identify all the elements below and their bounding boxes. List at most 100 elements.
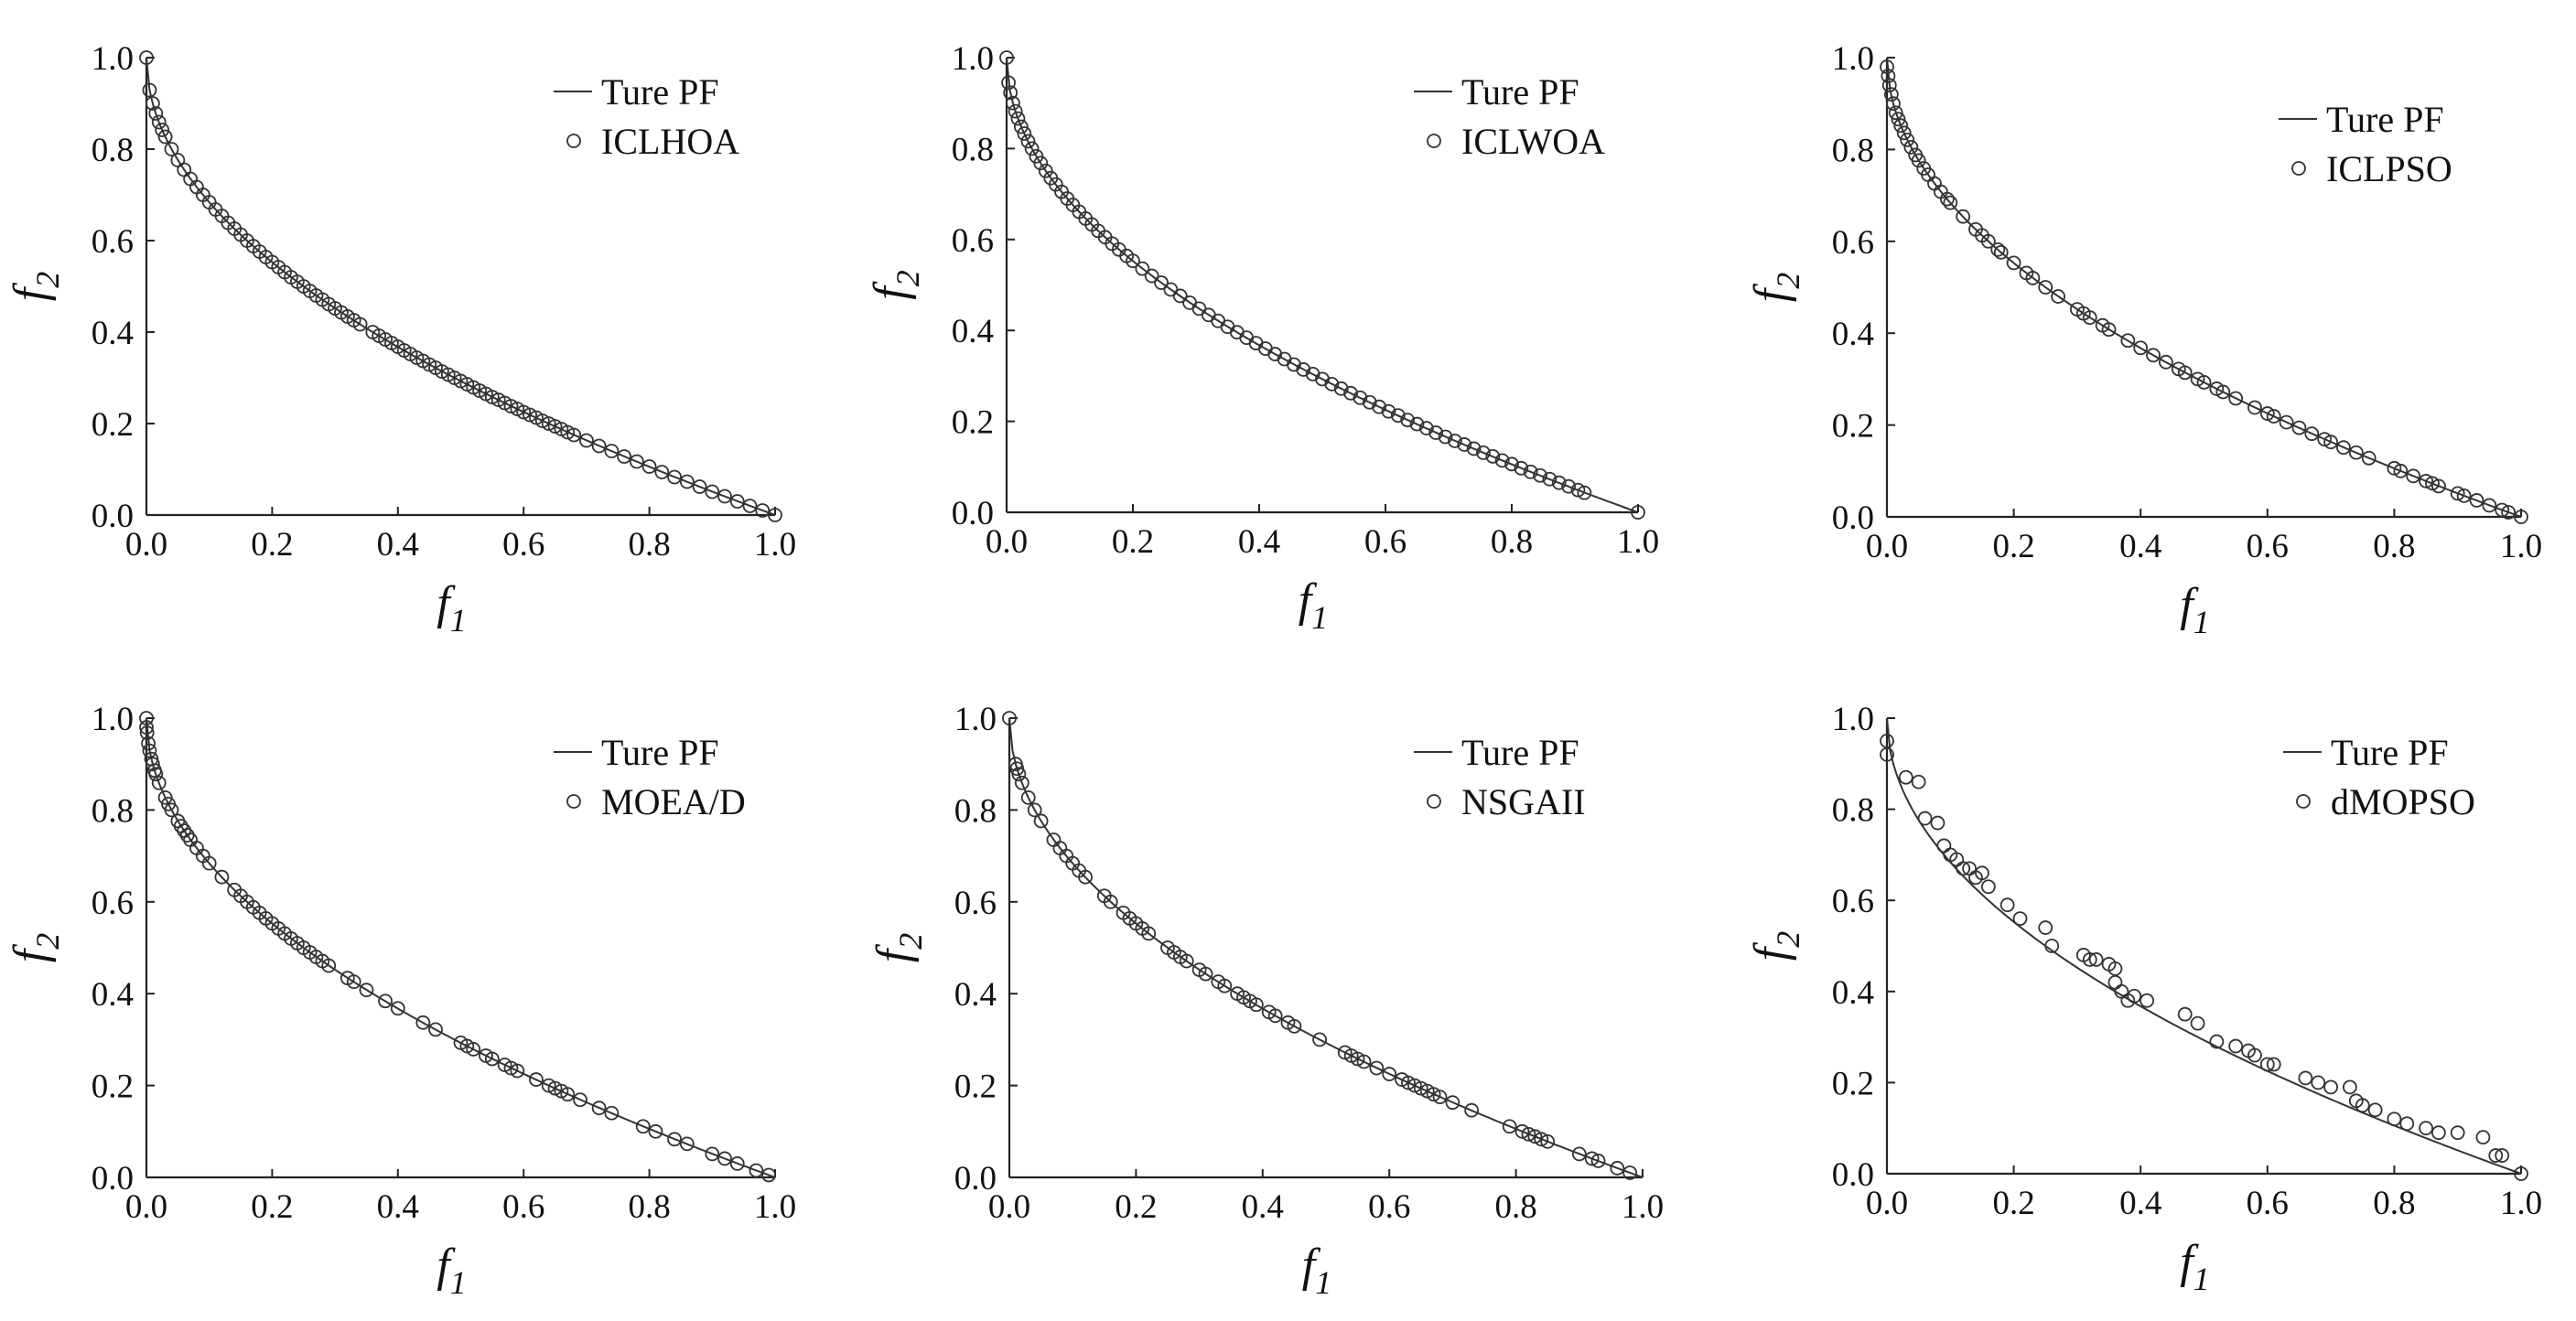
data-point (1590, 1154, 1606, 1168)
data-point (523, 407, 537, 423)
data-point (1880, 734, 1894, 748)
data-point (1896, 125, 1912, 141)
x-tick-label: 0.8 (1491, 523, 1533, 561)
data-point (729, 494, 745, 509)
data-point (1900, 132, 1915, 147)
legend: Ture PF NSGAII (1414, 732, 1586, 822)
data-point (1883, 87, 1899, 102)
y-tick-label: 0.6 (92, 223, 134, 261)
x-tick-label: 0.8 (2373, 528, 2415, 565)
data-point (2228, 1038, 2244, 1054)
y-tick-label: 0.8 (1832, 132, 1874, 169)
data-point (1126, 253, 1140, 269)
y-tick-label: 0.8 (1832, 792, 1874, 830)
data-point (2514, 1166, 2528, 1181)
data-point (2107, 961, 2123, 976)
data-point (346, 974, 361, 990)
legend-label-series: ICLWOA (1461, 121, 1605, 162)
data-point (1631, 505, 1645, 520)
data-point (2304, 426, 2320, 442)
data-point (1401, 1075, 1416, 1090)
data-point (1514, 460, 1529, 476)
y-tick-label: 0.0 (92, 1160, 134, 1197)
data-point (148, 106, 164, 121)
data-point (2133, 340, 2149, 356)
data-point (2146, 348, 2161, 363)
y-tick-label: 0.6 (1832, 224, 1874, 262)
data-point (591, 1101, 607, 1116)
data-point (2419, 1121, 2433, 1136)
data-point (1350, 1051, 1365, 1067)
x-tick-label: 0.6 (1364, 523, 1407, 561)
data-point (1038, 163, 1053, 178)
data-point (139, 711, 154, 725)
data-point (2311, 1075, 2326, 1090)
data-point (1502, 1119, 1517, 1134)
data-point (2317, 432, 2333, 447)
y-tick-label: 0.0 (954, 1160, 997, 1197)
data-point (2051, 289, 2066, 304)
data-point (1956, 861, 1971, 876)
data-point (1917, 811, 1933, 826)
y-tick-label: 0.8 (92, 792, 134, 830)
data-point (692, 479, 707, 494)
data-point (999, 50, 1014, 65)
data-point (2501, 505, 2517, 520)
data-point (1936, 838, 1952, 854)
y-axis-label: f2 (868, 933, 929, 962)
x-tick-label: 1.0 (1617, 523, 1659, 561)
chart-panel-5: 0.0 0.2 0.4 0.6 0.8 1.0 0.0 0.2 0.4 0.6 0.8 1.0 f1 f2… (868, 701, 1664, 1301)
data-point (2475, 1130, 2491, 1145)
data-point (654, 465, 670, 479)
data-point (1527, 1129, 1543, 1144)
y-tick-label: 1.0 (92, 701, 134, 738)
data-point (2387, 1112, 2402, 1127)
legend: Ture PF dMOPSO (2283, 732, 2475, 822)
data-point (1024, 141, 1040, 156)
y-tick-label: 0.8 (954, 792, 997, 830)
data-point (352, 317, 368, 332)
true-pf-line (1886, 717, 2522, 1175)
data-point (1561, 478, 1576, 494)
legend-label-true-pf: Ture PF (1461, 71, 1579, 113)
data-point (1610, 1161, 1625, 1176)
data-point (2012, 911, 2028, 927)
series-moea-d (139, 711, 777, 1183)
x-tick-label: 0.6 (502, 526, 544, 564)
data-point (2025, 271, 2041, 285)
data-point (139, 725, 155, 740)
data-point (1372, 399, 1386, 414)
data-point (1426, 1087, 1441, 1102)
data-point (573, 1092, 587, 1108)
data-point (761, 1167, 777, 1183)
y-axis-label: f2 (1745, 273, 1806, 302)
data-point (2291, 420, 2307, 435)
legend: Ture PF ICLWOA (1414, 71, 1605, 162)
y-tick-label: 0.0 (1832, 1156, 1874, 1194)
data-point (142, 743, 157, 758)
data-point (2107, 974, 2123, 990)
x-axis-label: f1 (2180, 1236, 2209, 1297)
data-point (679, 1136, 695, 1152)
data-point (547, 1080, 563, 1096)
y-tick-label: 0.2 (92, 406, 134, 444)
data-point (1523, 464, 1538, 479)
data-point (164, 142, 179, 156)
data-point (2456, 489, 2472, 503)
x-tick-label: 1.0 (754, 526, 796, 564)
legend: Ture PF ICLPSO (2279, 99, 2452, 189)
data-point (1880, 59, 1894, 74)
chart-panel-3: 0.0 0.2 0.4 0.6 0.8 1.0 0.0 0.2 0.4 0.6 0.8 1.0 f1 f2… (1745, 40, 2542, 640)
data-point (2469, 493, 2484, 508)
x-tick-label: 0.4 (1238, 523, 1280, 561)
data-point (1428, 425, 1444, 440)
legend-swatch-marker (1427, 794, 1441, 809)
y-tick-label: 0.2 (952, 404, 994, 442)
data-point (1999, 897, 2015, 913)
data-point (560, 1087, 576, 1102)
data-point (1551, 475, 1567, 490)
data-point (157, 129, 173, 145)
data-point (1898, 769, 1913, 785)
x-tick-label: 0.4 (2119, 528, 2161, 565)
